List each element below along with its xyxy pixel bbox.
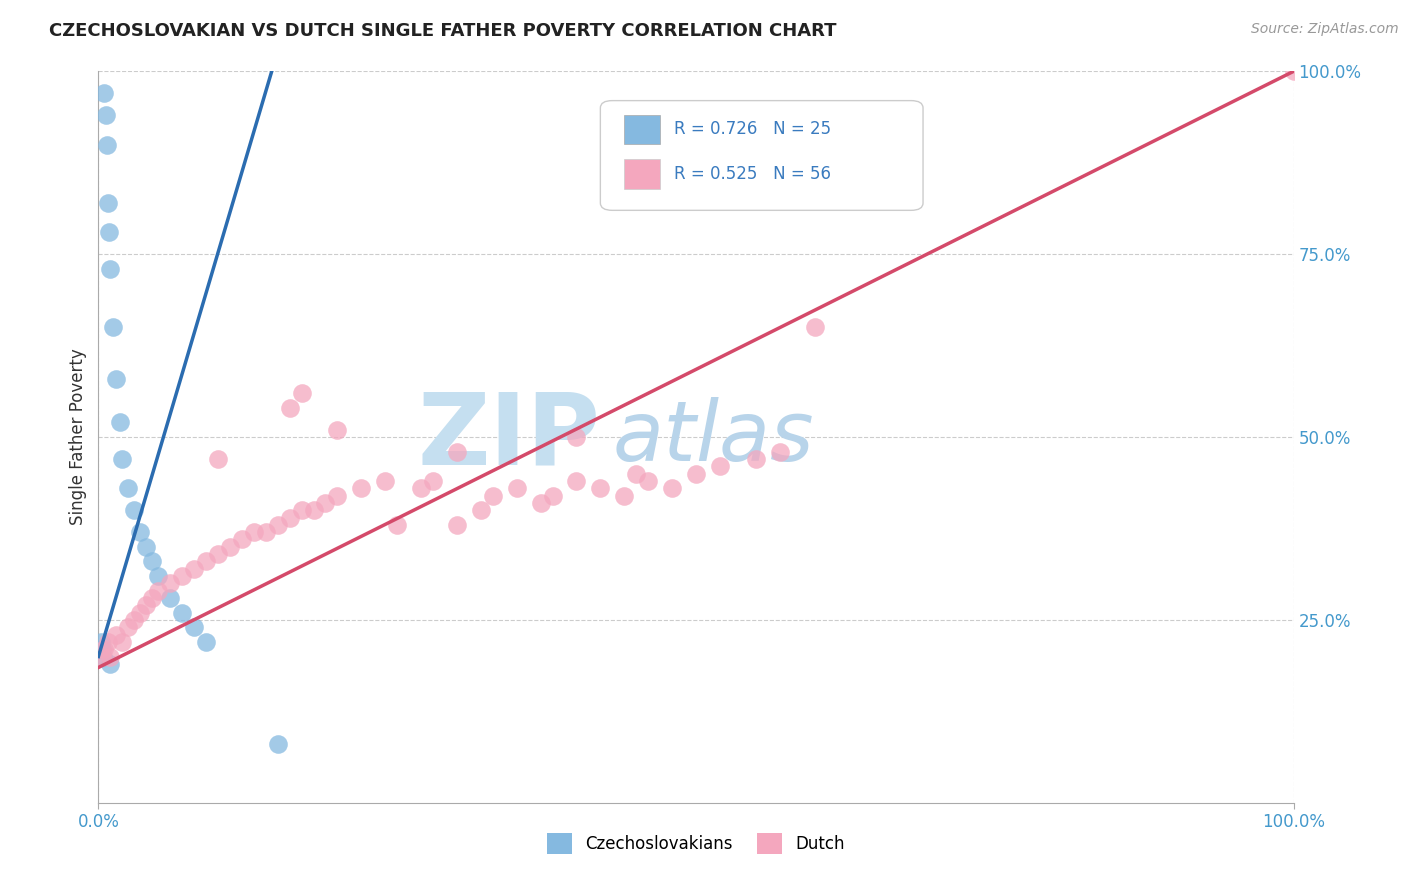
Point <box>91 642 114 657</box>
Point <box>105 627 128 641</box>
Text: CZECHOSLOVAKIAN VS DUTCH SINGLE FATHER POVERTY CORRELATION CHART: CZECHOSLOVAKIAN VS DUTCH SINGLE FATHER P… <box>49 22 837 40</box>
Point <box>124 503 146 517</box>
Point <box>141 554 163 568</box>
Point <box>411 481 433 495</box>
Point <box>769 444 792 458</box>
Point <box>254 525 277 540</box>
Point <box>124 613 146 627</box>
Point <box>530 496 553 510</box>
Point <box>101 320 124 334</box>
Text: ZIP: ZIP <box>418 389 600 485</box>
Point <box>159 576 181 591</box>
Point <box>326 423 349 437</box>
Point <box>183 620 205 634</box>
Point <box>219 540 242 554</box>
Point <box>278 510 301 524</box>
Text: Source: ZipAtlas.com: Source: ZipAtlas.com <box>1251 22 1399 37</box>
Point <box>685 467 707 481</box>
Point <box>90 635 112 649</box>
Point <box>565 430 588 444</box>
Point <box>98 261 122 276</box>
Point <box>267 737 290 751</box>
Point <box>91 649 114 664</box>
Point <box>111 452 134 467</box>
Point <box>1282 64 1305 78</box>
Point <box>117 620 139 634</box>
Point <box>589 481 612 495</box>
Point <box>98 225 121 239</box>
Point <box>385 517 409 532</box>
Point <box>129 606 152 620</box>
Point <box>111 635 134 649</box>
Point <box>446 517 468 532</box>
Point <box>91 649 114 664</box>
Point <box>626 467 648 481</box>
FancyBboxPatch shape <box>600 101 922 211</box>
Text: R = 0.726   N = 25: R = 0.726 N = 25 <box>675 120 831 138</box>
Point <box>117 481 139 495</box>
Point <box>374 474 396 488</box>
Point <box>148 569 170 583</box>
Point <box>541 489 564 503</box>
Point <box>315 496 337 510</box>
Point <box>804 320 827 334</box>
Point <box>94 108 117 122</box>
Point <box>105 371 128 385</box>
Point <box>326 489 349 503</box>
Point <box>207 547 229 561</box>
Point <box>422 474 444 488</box>
Point <box>129 525 152 540</box>
Point <box>302 503 325 517</box>
Point <box>172 569 194 583</box>
Point <box>231 533 253 547</box>
FancyBboxPatch shape <box>624 115 661 145</box>
Point <box>148 583 170 598</box>
Text: atlas: atlas <box>613 397 814 477</box>
Point <box>135 540 157 554</box>
Point <box>195 635 218 649</box>
Point <box>661 481 683 495</box>
FancyBboxPatch shape <box>624 160 661 189</box>
Point <box>291 386 314 401</box>
Text: R = 0.525   N = 56: R = 0.525 N = 56 <box>675 165 831 183</box>
Point <box>243 525 266 540</box>
Point <box>159 591 181 605</box>
Point <box>195 554 218 568</box>
Point <box>291 503 314 517</box>
Point <box>278 401 301 415</box>
Point <box>97 635 120 649</box>
Point <box>482 489 505 503</box>
Point <box>267 517 290 532</box>
Point <box>98 657 122 671</box>
Point <box>350 481 373 495</box>
Point <box>446 444 468 458</box>
Point <box>637 474 659 488</box>
Point <box>207 452 229 467</box>
Legend: Czechoslovakians, Dutch: Czechoslovakians, Dutch <box>540 827 852 860</box>
Point <box>141 591 163 605</box>
Point <box>172 606 194 620</box>
Y-axis label: Single Father Poverty: Single Father Poverty <box>69 349 87 525</box>
Point <box>565 474 588 488</box>
Point <box>96 137 118 152</box>
Point <box>135 599 157 613</box>
Point <box>709 459 731 474</box>
Point <box>470 503 492 517</box>
Point <box>745 452 768 467</box>
Point <box>108 416 131 430</box>
Point <box>97 196 120 211</box>
Point <box>506 481 529 495</box>
Point <box>613 489 636 503</box>
Point <box>93 87 115 101</box>
Point <box>93 642 115 657</box>
Point <box>98 649 122 664</box>
Point <box>183 562 205 576</box>
